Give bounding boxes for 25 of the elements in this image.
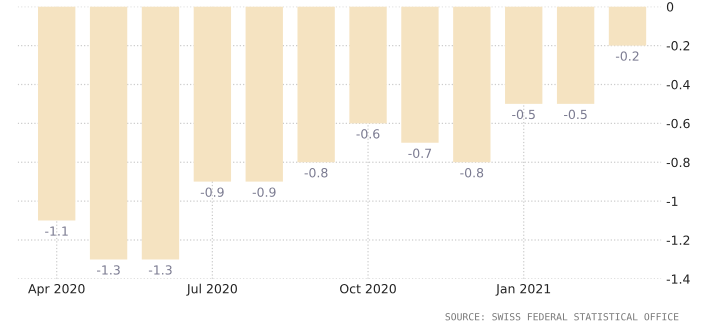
data-label: -0.9 [252,187,276,197]
data-label: -0.5 [564,110,587,120]
data-label: -1.1 [45,226,68,236]
y-tick-label: 0 [666,2,674,12]
data-label: -0.2 [616,51,638,61]
y-tick-label: -0.6 [666,118,690,128]
x-tick-label: Oct 2020 [340,284,396,294]
data-label: -0.5 [512,110,535,120]
x-tick-label: Jul 2020 [186,284,237,296]
x-tick-label: Apr 2020 [28,284,85,296]
data-label: -0.8 [304,168,328,178]
y-tick-label: -1.4 [666,274,690,284]
y-tick-label: -0.8 [666,158,690,168]
y-tick-label: -0.4 [666,80,690,90]
data-label: -1.3 [97,265,120,275]
y-tick-label: -1.2 [666,235,690,245]
y-tick-label: -0.2 [666,41,690,50]
x-tick-label: Jan 2021 [496,284,550,296]
data-label: -0.9 [200,187,224,197]
data-label: -0.6 [356,129,380,139]
source-note: SOURCE: SWISS FEDERAL STATISTICAL OFFICE [446,313,678,320]
data-label: -0.8 [460,168,484,178]
data-label: -1.3 [148,265,172,275]
data-label: -0.7 [408,148,432,158]
y-tick-label: -1 [666,196,678,206]
